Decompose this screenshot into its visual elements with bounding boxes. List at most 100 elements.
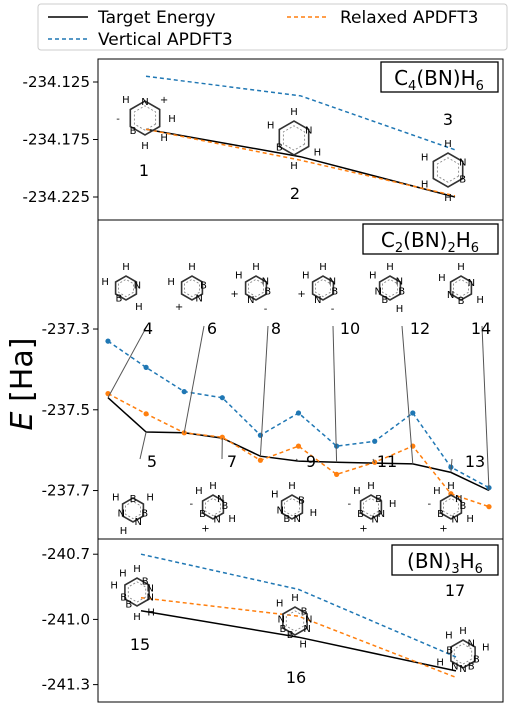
atom-label: H [235, 270, 243, 281]
data-point [143, 364, 149, 370]
molecule-number: 15 [130, 635, 150, 654]
atom-label: N [468, 278, 475, 289]
atom-label: H [147, 607, 155, 618]
atom-label: B [458, 296, 465, 307]
atom-label: + [175, 302, 183, 313]
atom-label: H [168, 114, 176, 125]
legend-label-vertical: Vertical APDFT3 [98, 30, 233, 50]
series-line-target-energy [145, 128, 456, 198]
y-tick-label: -241.0 [42, 610, 90, 628]
ring-aromatic [284, 497, 300, 517]
atom-label: B [437, 509, 444, 520]
atom-label: H [188, 262, 196, 273]
molecule-number: 6 [207, 319, 217, 338]
ring-aromatic [443, 497, 459, 517]
series-line-relaxed-apdft3 [140, 596, 457, 679]
ring [432, 152, 464, 188]
data-point [105, 338, 111, 344]
atom-label: H [459, 626, 467, 637]
ring [124, 577, 150, 607]
atom-label: B [331, 287, 338, 298]
ring-aromatic [382, 278, 398, 298]
ring-aromatic [453, 278, 469, 298]
atom-label: H [369, 270, 377, 281]
panel-3-frame [97, 538, 504, 703]
legend-label-relaxed: Relaxed APDFT3 [340, 8, 479, 28]
data-point [486, 504, 492, 510]
atom-label: H [476, 295, 484, 306]
svg-text:C2(BN)2H6: C2(BN)2H6 [381, 228, 479, 256]
molecule-number: 10 [340, 319, 360, 338]
ring-aromatic [315, 278, 331, 298]
molecule-8: HNB-N+H [230, 262, 271, 315]
atom-label: N [305, 615, 312, 626]
atom-label: H [445, 631, 453, 642]
molecule-number: 7 [227, 452, 237, 471]
ring [180, 275, 204, 301]
data-point [334, 471, 340, 477]
atom-label: H [195, 486, 203, 497]
data-point [295, 443, 302, 449]
atom-label: B [125, 599, 132, 610]
atom-label: H [110, 581, 118, 592]
molecule-number: 3 [443, 110, 453, 129]
atom-label: H [288, 481, 296, 492]
ring-aromatic [282, 125, 306, 151]
atom-label: B [130, 126, 137, 137]
molecule-number: 17 [445, 581, 465, 600]
data-point [410, 410, 416, 416]
atom-label: H [290, 107, 298, 118]
atom-label: N [451, 514, 458, 525]
ring-aromatic [248, 278, 264, 298]
atom-label: N [134, 517, 141, 528]
atom-label: H [133, 612, 141, 623]
molecule-number: 12 [410, 319, 430, 338]
molecule-10: HNB-N+H [297, 262, 338, 315]
atom-label: B [459, 175, 466, 186]
atom-label: N [447, 290, 454, 301]
atom-label: B [357, 509, 364, 520]
atom-label: H [271, 489, 279, 500]
ring [378, 275, 402, 301]
atom-label: H [133, 564, 141, 575]
atom-label: B [142, 577, 149, 588]
atom-label: + [439, 524, 447, 535]
data-point [257, 457, 263, 463]
molecule-number: 13 [465, 452, 485, 471]
molecule-number: 4 [143, 319, 153, 338]
molecule-11: HB HNN+B-H [347, 481, 396, 535]
molecule-number: 9 [306, 452, 316, 471]
atom-label: H [482, 643, 490, 654]
atom-label: N [455, 494, 462, 505]
atom-label: H [314, 148, 322, 159]
atom-label: B [276, 143, 283, 154]
series-line-target-energy [107, 397, 490, 492]
leader-line [401, 325, 414, 464]
svg-text:C4(BN)H6: C4(BN)H6 [394, 66, 484, 94]
data-point [295, 410, 302, 416]
panel-3-title: (BN)3H6 [391, 544, 499, 577]
data-point [219, 395, 225, 401]
atom-label: N [451, 661, 458, 672]
atom-label: N [305, 126, 312, 137]
atom-label: B [279, 624, 286, 635]
ring [450, 639, 476, 669]
atom-label: H [319, 262, 327, 273]
panel-1-title: C4(BN)H6 [380, 61, 499, 94]
molecule-number: 1 [139, 161, 149, 180]
atom-label: + [230, 289, 238, 300]
atom-label: H [421, 180, 429, 191]
atom-label: N [396, 277, 403, 288]
atom-label: N [467, 639, 474, 650]
leader-line [372, 458, 376, 464]
atom-label: H [447, 481, 455, 492]
y-tick-label: -240.7 [42, 545, 90, 563]
atom-label: H [291, 593, 299, 604]
atom-label: H [122, 262, 130, 273]
legend-frame [37, 3, 508, 51]
data-point [181, 430, 187, 436]
